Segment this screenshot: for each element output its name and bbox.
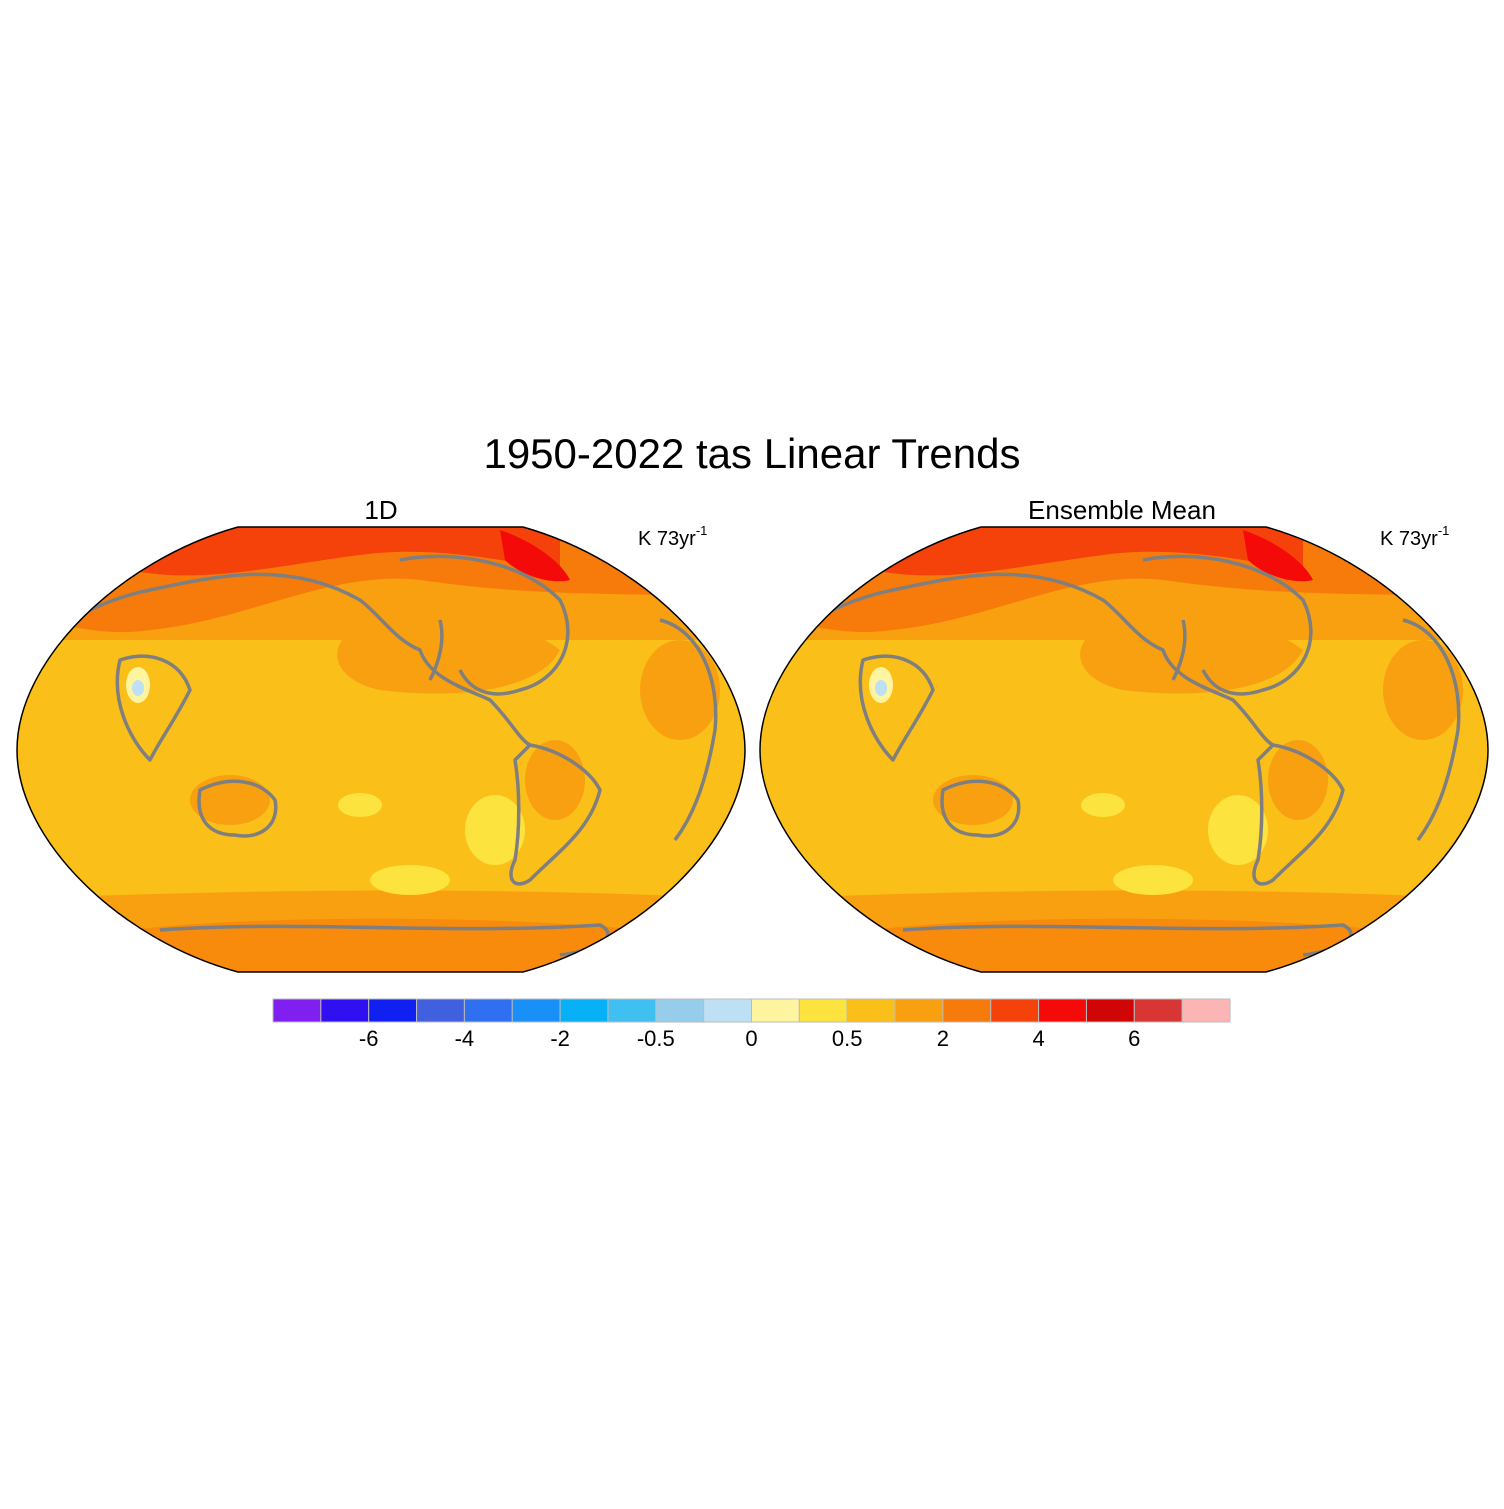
colorbar-label: 0 [745, 1026, 757, 1051]
colorbar-label: -0.5 [637, 1026, 675, 1051]
colorbar-label: 0.5 [832, 1026, 863, 1051]
colorbar-box [655, 998, 705, 1023]
colorbar-box [368, 998, 418, 1023]
colorbar-box [894, 998, 944, 1023]
colorbar-box [416, 998, 465, 1023]
units-label: K 73yr-1 [638, 523, 707, 550]
colorbar-box [272, 998, 322, 1023]
units: K 73yr [1380, 528, 1438, 550]
units-label: K 73yr-1 [1380, 523, 1449, 550]
panel-title: Ensemble Mean [1028, 495, 1216, 525]
colorbar-box [559, 998, 609, 1023]
colorbar-box [798, 998, 848, 1023]
figure-title: 1950-2022 tas Linear Trends [483, 430, 1020, 477]
colorbar-box [1085, 998, 1135, 1023]
colorbar-label: -6 [359, 1026, 379, 1051]
colorbar-box [990, 998, 1040, 1023]
colorbar-box [463, 998, 513, 1023]
colorbar-box [942, 998, 992, 1023]
colorbar-label: -2 [550, 1026, 570, 1051]
colorbar-box [511, 998, 561, 1023]
colorbar-box [607, 998, 657, 1023]
units-exponent: -1 [696, 523, 708, 538]
colorbar-box [1038, 998, 1087, 1023]
colorbar-box [1181, 998, 1231, 1023]
units: K 73yr [638, 528, 696, 550]
panel-title: 1D [364, 495, 397, 525]
colorbar-label: 6 [1128, 1026, 1140, 1051]
colorbar-label: 4 [1032, 1026, 1044, 1051]
colorbar-label: -4 [455, 1026, 475, 1051]
colorbar-box [703, 998, 753, 1023]
colorbar-box [751, 998, 800, 1023]
map [0, 520, 760, 980]
map [743, 520, 1503, 980]
colorbar-box [846, 998, 896, 1023]
colorbar-label: 2 [937, 1026, 949, 1051]
colorbar-box [1133, 998, 1183, 1023]
colorbar-box [320, 998, 370, 1023]
units-exponent: -1 [1438, 523, 1450, 538]
colorbar: -6 -4 -2 -0.5 0 0.5 2 4 6 [272, 998, 1231, 1051]
